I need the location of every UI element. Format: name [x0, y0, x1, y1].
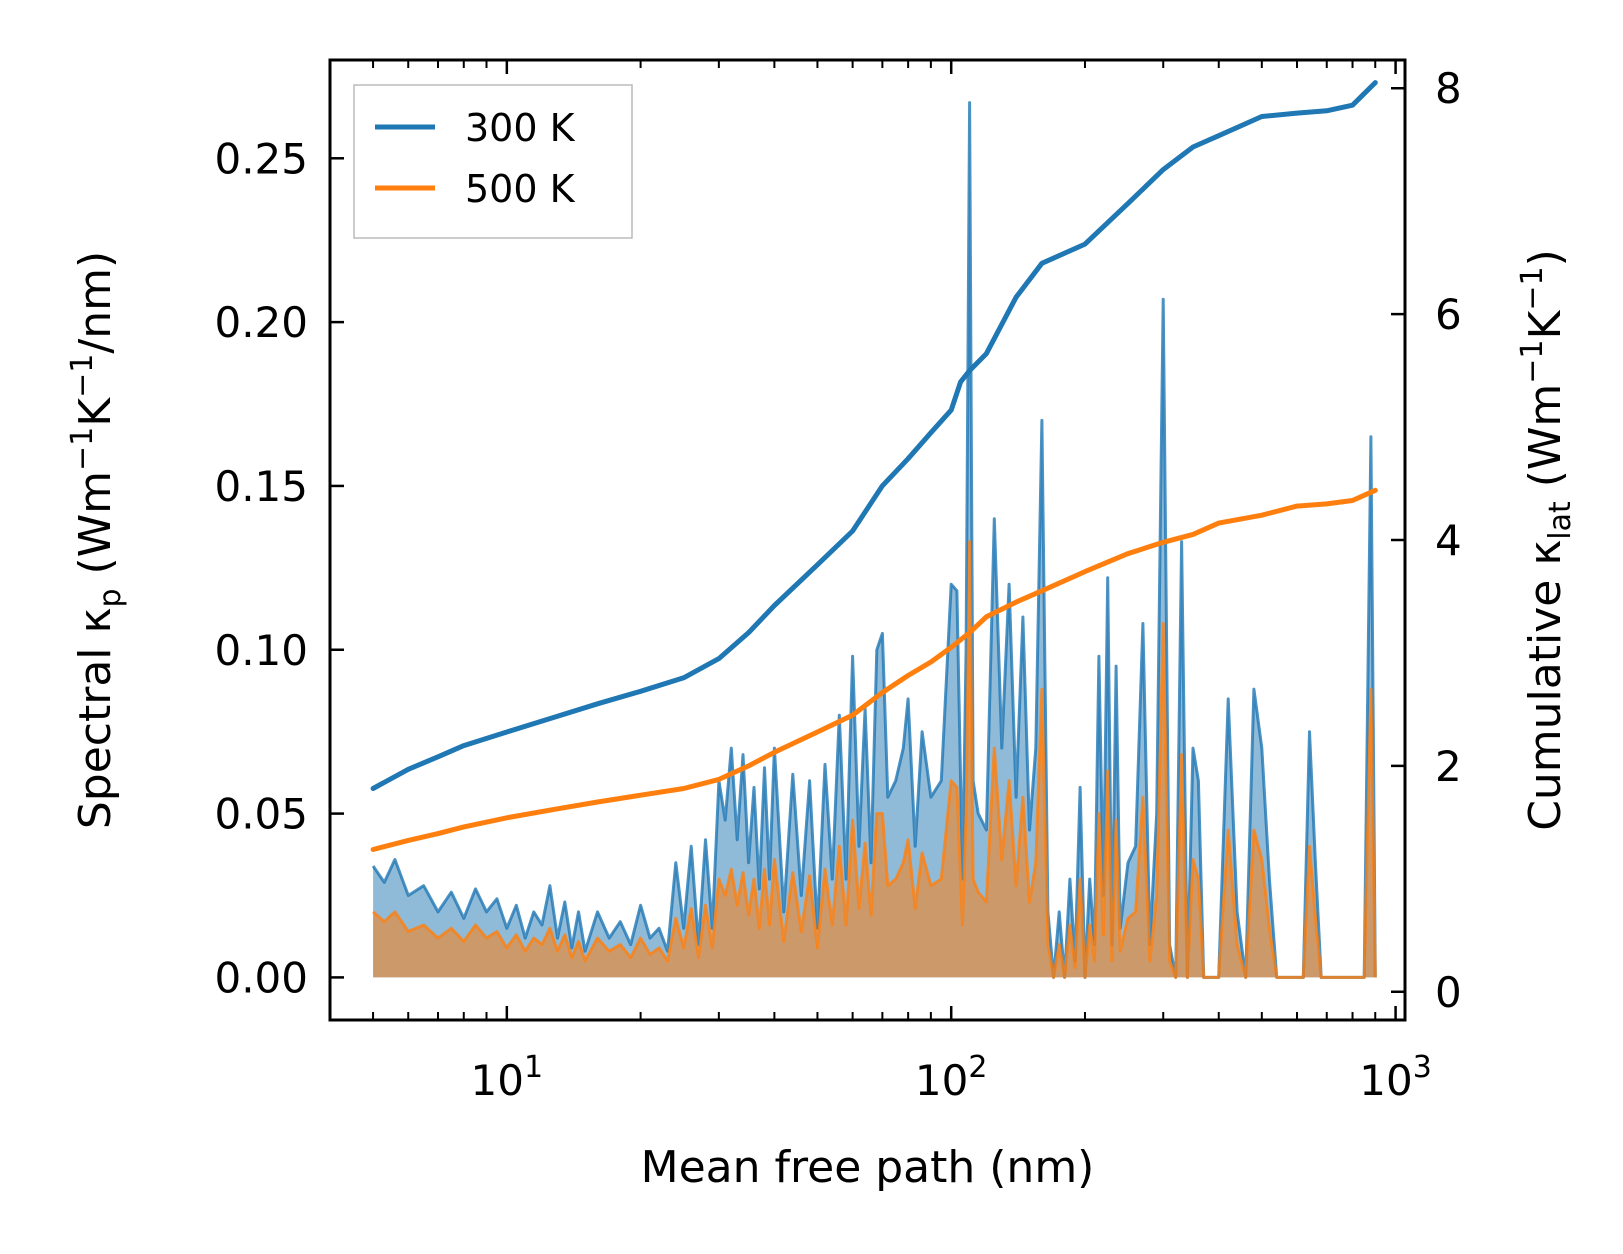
x-tick-exponent: 1 — [524, 1050, 543, 1085]
y-left-tick-label: 0.20 — [214, 298, 308, 347]
y-right-title-tail: ) — [1520, 249, 1571, 266]
y-left-tick-label: 0.00 — [214, 953, 308, 1002]
y-right-axis-title: Cumulative κlat(Wm−1K−1) — [1515, 249, 1578, 831]
x-tick-exponent: 2 — [968, 1050, 987, 1085]
y-right-title-k: K — [1520, 309, 1571, 339]
x-tick-label: 102 — [915, 1050, 988, 1105]
spectral-fill-500k — [373, 541, 1376, 978]
y-left-tick-label: 0.25 — [214, 134, 308, 183]
cumulative-lines — [370, 80, 1378, 852]
y-right-title-sub: lat — [1543, 501, 1578, 540]
y-right-tick-label: 6 — [1435, 290, 1462, 339]
y-right-tick-label: 8 — [1435, 64, 1462, 113]
y-left-title-sub: p — [93, 589, 128, 608]
cumulative-line-300k — [370, 80, 1378, 791]
y-left-axis-title: Spectral κp(Wm−1K−1/nm) — [65, 251, 128, 829]
y-left-tick-label: 0.15 — [214, 462, 308, 511]
spectral-line-500k — [372, 540, 1377, 979]
y-left-title-tail: /nm) — [70, 251, 121, 354]
spectral-line-300k — [371, 101, 1377, 979]
y-left-title-main: Spectral κ — [70, 608, 121, 830]
y-left-tick-label: 0.10 — [214, 626, 308, 675]
y-right-tick-label: 4 — [1435, 516, 1462, 565]
y-left-title-k: K — [70, 397, 121, 427]
spectral-lines — [371, 101, 1377, 979]
axis-ticks — [329, 60, 1405, 1020]
y-right-title-exp2: −1 — [1515, 266, 1550, 310]
y-right-title-unit: (Wm — [1520, 384, 1571, 488]
cumulative-line-500k — [370, 487, 1378, 852]
x-tick-exponent: 3 — [1413, 1050, 1432, 1085]
y-right-tick-label: 0 — [1435, 968, 1462, 1017]
y-right-title-main: Cumulative κ — [1520, 540, 1571, 831]
x-tick-base: 10 — [1359, 1056, 1412, 1105]
legend-label-300k: 300 K — [465, 106, 576, 150]
y-left-title-unit: (Wm — [70, 471, 121, 575]
y-right-tick-label: 2 — [1435, 742, 1462, 791]
x-tick-base: 10 — [471, 1056, 524, 1105]
x-tick-base: 10 — [915, 1056, 968, 1105]
spectral-fill-300k — [373, 102, 1376, 978]
spectral-fills — [373, 102, 1376, 978]
x-tick-label: 103 — [1359, 1050, 1432, 1105]
legend-label-500k: 500 K — [465, 167, 576, 211]
y-left-tick-label: 0.05 — [214, 790, 308, 839]
x-tick-label: 101 — [471, 1050, 544, 1105]
legend: 300 K 500 K — [353, 84, 633, 239]
y-right-title-exp1: −1 — [1515, 339, 1550, 383]
x-axis-title: Mean free path (nm) — [641, 1142, 1095, 1193]
y-left-title-exp2: −1 — [65, 354, 100, 398]
y-left-title-exp1: −1 — [65, 427, 100, 471]
legend-box — [353, 84, 633, 239]
